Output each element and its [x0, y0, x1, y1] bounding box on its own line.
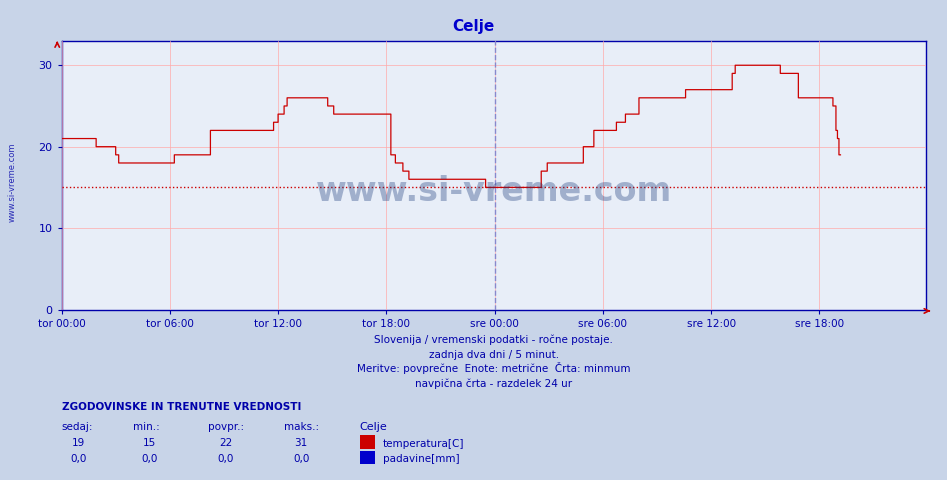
Text: 22: 22 [219, 438, 232, 448]
Text: Celje: Celje [360, 421, 387, 432]
Text: Celje: Celje [453, 19, 494, 34]
Text: 0,0: 0,0 [217, 454, 234, 464]
Text: 0,0: 0,0 [141, 454, 158, 464]
Text: 0,0: 0,0 [293, 454, 310, 464]
Text: zadnja dva dni / 5 minut.: zadnja dva dni / 5 minut. [429, 350, 559, 360]
Text: maks.:: maks.: [284, 421, 319, 432]
Text: 19: 19 [72, 438, 85, 448]
Text: padavine[mm]: padavine[mm] [383, 455, 459, 464]
Text: 15: 15 [143, 438, 156, 448]
Text: www.si-vreme.com: www.si-vreme.com [315, 175, 672, 208]
Text: navpična črta - razdelek 24 ur: navpična črta - razdelek 24 ur [416, 378, 572, 389]
Text: min.:: min.: [133, 421, 159, 432]
Text: Meritve: povprečne  Enote: metrične  Črta: minmum: Meritve: povprečne Enote: metrične Črta:… [357, 362, 631, 374]
Text: ZGODOVINSKE IN TRENUTNE VREDNOSTI: ZGODOVINSKE IN TRENUTNE VREDNOSTI [62, 402, 301, 412]
Text: sedaj:: sedaj: [62, 421, 93, 432]
Text: Slovenija / vremenski podatki - ročne postaje.: Slovenija / vremenski podatki - ročne po… [374, 335, 614, 345]
Text: 31: 31 [295, 438, 308, 448]
Text: temperatura[C]: temperatura[C] [383, 439, 464, 449]
Text: povpr.:: povpr.: [208, 421, 244, 432]
Text: www.si-vreme.com: www.si-vreme.com [8, 143, 17, 222]
Text: 0,0: 0,0 [70, 454, 87, 464]
